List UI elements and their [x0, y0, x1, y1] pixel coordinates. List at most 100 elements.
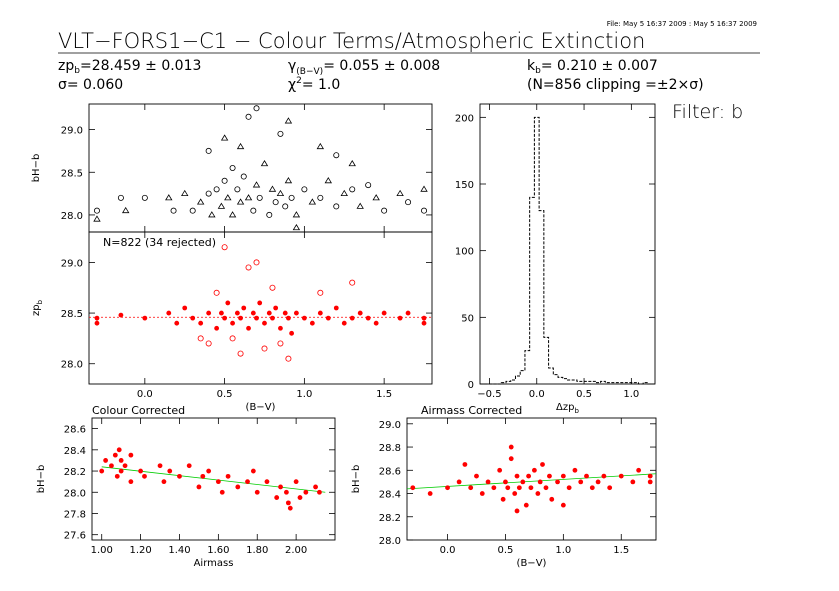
y-tick-label: 29.0 — [379, 420, 401, 431]
data-point — [225, 473, 231, 479]
data-point — [238, 315, 243, 321]
y-tick-label: 50 — [461, 313, 474, 324]
data-point — [410, 485, 416, 491]
data-point — [618, 473, 624, 479]
data-point — [186, 463, 192, 469]
data-point — [276, 189, 285, 196]
y-tick-label: 27.8 — [64, 509, 86, 520]
data-point — [421, 207, 428, 214]
gamma-stat: γ(B−V)= 0.055 ± 0.008 — [288, 58, 440, 77]
y-tick-label: 150 — [455, 180, 474, 191]
data-point — [257, 300, 263, 306]
data-point — [208, 211, 216, 218]
x-tick-label: 0.0 — [529, 389, 545, 400]
data-point — [254, 489, 260, 495]
plot-frame — [406, 417, 657, 541]
data-point — [289, 330, 295, 336]
y-tick-label: 0 — [468, 380, 474, 391]
data-point — [286, 315, 291, 321]
data-point — [118, 468, 124, 474]
data-point — [277, 130, 284, 137]
data-point — [213, 289, 220, 296]
data-point — [117, 194, 124, 201]
data-point — [317, 194, 324, 201]
data-point — [217, 202, 226, 209]
data-point — [221, 177, 228, 184]
data-point — [93, 207, 100, 214]
y-tick-label: 28.2 — [64, 467, 86, 478]
y-tick-label: 28.4 — [64, 446, 86, 457]
data-point — [174, 320, 180, 326]
data-point — [182, 305, 188, 311]
y-tick-label: 200 — [455, 113, 474, 124]
data-point — [166, 310, 172, 316]
data-point — [236, 142, 245, 150]
plot-frame — [88, 103, 433, 233]
data-point — [514, 473, 520, 479]
y-tick-label: 29.0 — [61, 126, 83, 137]
data-point — [250, 207, 257, 214]
data-point — [229, 164, 236, 171]
data-point — [523, 502, 529, 508]
x-tick-label: 1.5 — [376, 389, 392, 400]
data-point — [240, 173, 247, 180]
x-axis-label: (B−V) — [517, 558, 547, 569]
data-point — [235, 484, 241, 490]
data-point — [456, 479, 462, 485]
data-point — [333, 203, 340, 210]
data-point — [301, 186, 308, 193]
data-point — [266, 310, 272, 316]
plot-frame — [479, 103, 656, 385]
data-point — [234, 186, 241, 193]
data-point — [381, 207, 388, 214]
data-point — [264, 479, 270, 485]
x-tick-label: 1.80 — [246, 545, 268, 556]
data-point — [170, 207, 177, 214]
data-point — [421, 320, 427, 326]
data-point — [340, 189, 348, 196]
file-stamp: File: May 5 16:37 2009 : May 5 16:37 200… — [607, 20, 757, 28]
y-tick-label: 27.6 — [64, 531, 86, 542]
data-point — [284, 489, 289, 495]
data-point — [303, 489, 309, 495]
data-point — [269, 284, 276, 291]
data-point — [285, 500, 291, 506]
data-point — [647, 479, 653, 485]
data-point — [219, 310, 224, 316]
data-point — [245, 264, 252, 271]
data-point — [93, 215, 101, 222]
data-point — [94, 315, 100, 321]
data-point — [244, 194, 253, 201]
data-point — [260, 159, 269, 167]
x-tick-label: 0.5 — [497, 545, 513, 556]
y-tick-label: 28.0 — [61, 211, 83, 222]
data-point — [99, 468, 105, 474]
data-point — [348, 159, 356, 167]
data-point — [277, 340, 284, 347]
data-point — [373, 320, 379, 326]
x-tick-label: 1.0 — [555, 545, 571, 556]
data-point — [420, 185, 428, 192]
y-axis-label: bH−b — [351, 465, 362, 494]
data-point — [630, 479, 636, 485]
data-point — [253, 105, 260, 112]
data-point — [317, 289, 324, 296]
data-point — [245, 113, 252, 120]
data-point — [196, 484, 202, 490]
data-point — [229, 335, 236, 342]
data-point — [103, 458, 109, 463]
data-point — [236, 198, 245, 205]
data-point — [253, 259, 260, 266]
data-point — [421, 315, 427, 321]
data-point — [121, 206, 130, 214]
x-tick-label: 1.00 — [91, 545, 113, 556]
data-point — [246, 325, 251, 331]
data-point — [341, 320, 347, 326]
data-point — [396, 189, 404, 196]
data-point — [317, 310, 323, 316]
data-point — [250, 468, 256, 474]
data-point — [462, 462, 468, 467]
data-point — [198, 320, 204, 326]
data-point — [118, 458, 124, 463]
data-point — [215, 479, 221, 485]
